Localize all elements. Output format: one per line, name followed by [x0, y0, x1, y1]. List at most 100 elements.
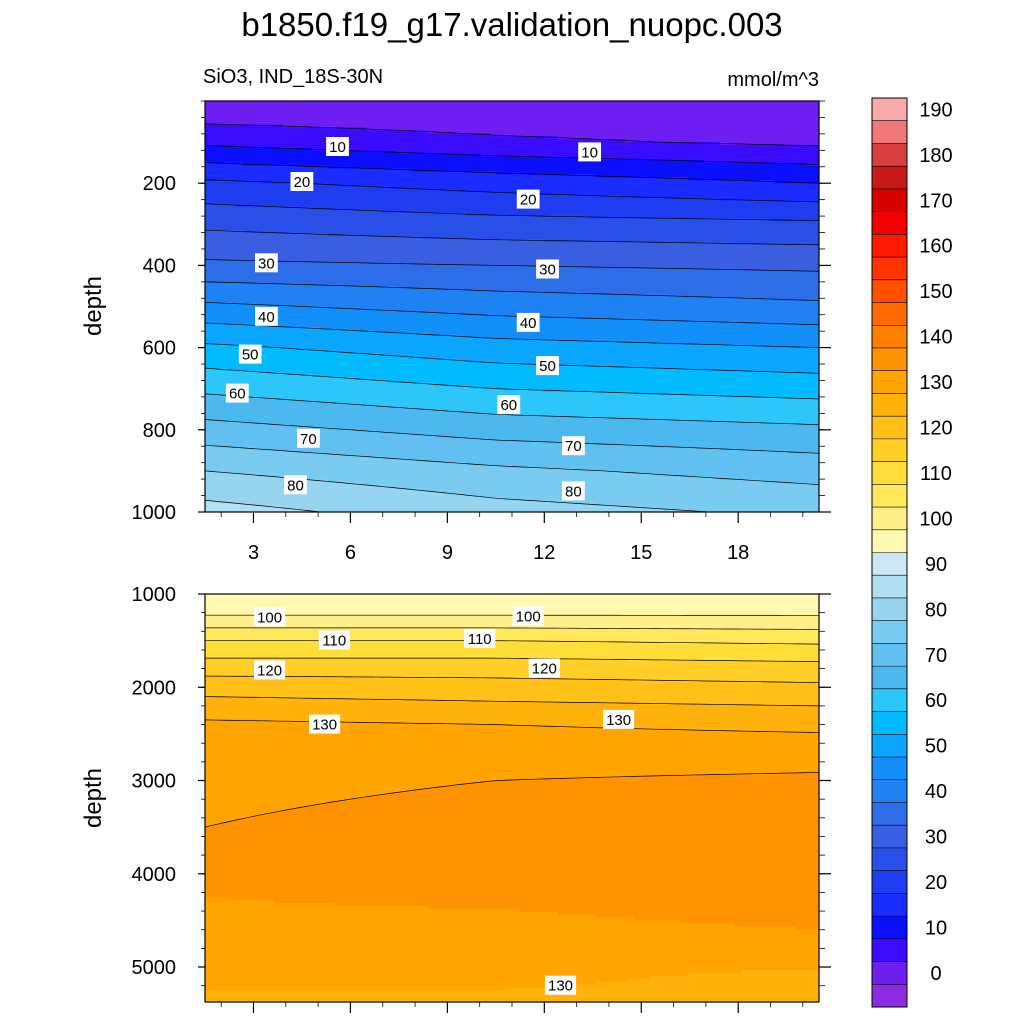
contour-fill-cell [304, 115, 314, 120]
contour-fill-cell [220, 177, 229, 181]
contour-fill-cell [289, 192, 298, 196]
contour-fill-cell [442, 197, 452, 202]
contour-fill-cell [465, 221, 475, 225]
contour-fill-cell [427, 379, 436, 384]
contour-fill-cell [243, 124, 252, 129]
contour-fill-cell [389, 106, 398, 111]
contour-fill-cell [458, 420, 467, 425]
contour-fill-cell [312, 453, 321, 457]
contour-fill-cell [450, 171, 459, 175]
contour-fill-cell [412, 444, 421, 449]
contour-fill-cell [389, 303, 398, 308]
contour-fill-cell [343, 329, 352, 334]
contour-fill-cell [228, 162, 237, 167]
contour-fill-cell [343, 415, 352, 419]
contour-fill-cell [358, 362, 367, 366]
contour-fill-cell [289, 265, 298, 269]
contour-fill-cell [419, 192, 429, 196]
contour-fill-cell [312, 288, 321, 293]
contour-fill-cell [366, 350, 375, 355]
contour-fill-cell [274, 488, 283, 493]
contour-fill-cell [274, 236, 283, 240]
contour-fill-cell [258, 124, 267, 129]
contour-fill-cell [212, 441, 221, 446]
contour-fill-cell [281, 429, 291, 434]
contour-fill-cell [358, 241, 367, 246]
contour-fill-cell [373, 224, 383, 228]
contour-fill-cell [343, 503, 352, 507]
contour-fill-cell [312, 103, 321, 108]
contour-fill-cell [450, 327, 459, 331]
contour-fill-cell [228, 156, 237, 161]
contour-fill-cell [228, 500, 237, 504]
contour-fill-cell [404, 453, 413, 457]
contour-fill-cell [228, 124, 237, 129]
contour-fill-cell [419, 482, 429, 487]
contour-fill-cell [435, 168, 444, 173]
contour-fill-cell [435, 321, 444, 325]
contour-fill-cell [251, 218, 260, 222]
contour-fill-cell [297, 418, 306, 422]
contour-fill-cell [396, 394, 406, 399]
contour-fill-cell [281, 494, 291, 498]
contour-fill-cell [419, 203, 429, 208]
contour-fill-cell [396, 488, 406, 493]
contour-fill-cell [373, 503, 383, 507]
contour-fill-cell [266, 297, 275, 302]
contour-fill-cell [266, 221, 275, 225]
subtitle-right: mmol/m^3 [727, 69, 819, 91]
contour-fill-cell [235, 297, 244, 302]
contour-fill-cell [266, 200, 275, 205]
contour-fill-cell [419, 418, 429, 422]
contour-fill-cell [419, 318, 429, 322]
contour-fill-cell [458, 215, 467, 220]
contour-fill-cell [251, 329, 260, 334]
contour-fill-cell [412, 291, 421, 296]
contour-fill-cell [473, 133, 482, 137]
contour-fill-cell [381, 315, 390, 319]
contour-fill-cell [312, 470, 321, 475]
contour-fill-cell [358, 200, 367, 205]
contour-fill-cell [350, 415, 360, 419]
contour-fill-cell [205, 385, 214, 390]
contour-fill-cell [297, 227, 306, 231]
contour-fill-cell [343, 285, 352, 290]
contour-fill-cell [419, 162, 429, 167]
contour-fill-cell [289, 315, 298, 319]
contour-fill-cell [427, 429, 436, 434]
contour-fill-cell [266, 147, 275, 152]
contour-fill-cell [358, 491, 367, 495]
contour-fill-cell [335, 285, 344, 290]
contour-fill-cell [404, 482, 413, 487]
contour-fill-cell [442, 371, 452, 375]
contour-fill-cell [274, 432, 283, 437]
contour-fill-cell [373, 168, 383, 173]
contour-fill-cell [427, 303, 436, 308]
contour-fill-cell [350, 382, 360, 387]
contour-fill-cell [442, 388, 452, 393]
contour-fill-cell [274, 250, 283, 255]
contour-fill-cell [419, 406, 429, 410]
contour-fill-cell [473, 136, 482, 140]
contour-fill-cell [343, 192, 352, 196]
contour-fill-cell [458, 277, 467, 281]
contour-fill-cell [412, 406, 421, 410]
contour-fill-cell [220, 156, 229, 161]
contour-fill-cell [343, 423, 352, 428]
contour-fill-cell [304, 250, 314, 255]
contour-fill-cell [366, 165, 375, 170]
contour-fill-cell [465, 253, 475, 258]
contour-fill-cell [274, 285, 283, 290]
contour-fill-cell [358, 174, 367, 178]
contour-fill-cell [350, 491, 360, 495]
contour-fill-cell [228, 147, 237, 152]
contour-fill-cell [419, 256, 429, 261]
contour-fill-cell [251, 462, 260, 466]
contour-fill-cell [235, 253, 244, 258]
contour-fill-cell [312, 291, 321, 296]
contour-fill-cell [412, 312, 421, 316]
contour-fill-cell [450, 394, 459, 399]
contour-fill-cell [258, 139, 267, 143]
contour-fill-cell [212, 200, 221, 205]
contour-fill-cell [427, 253, 436, 258]
